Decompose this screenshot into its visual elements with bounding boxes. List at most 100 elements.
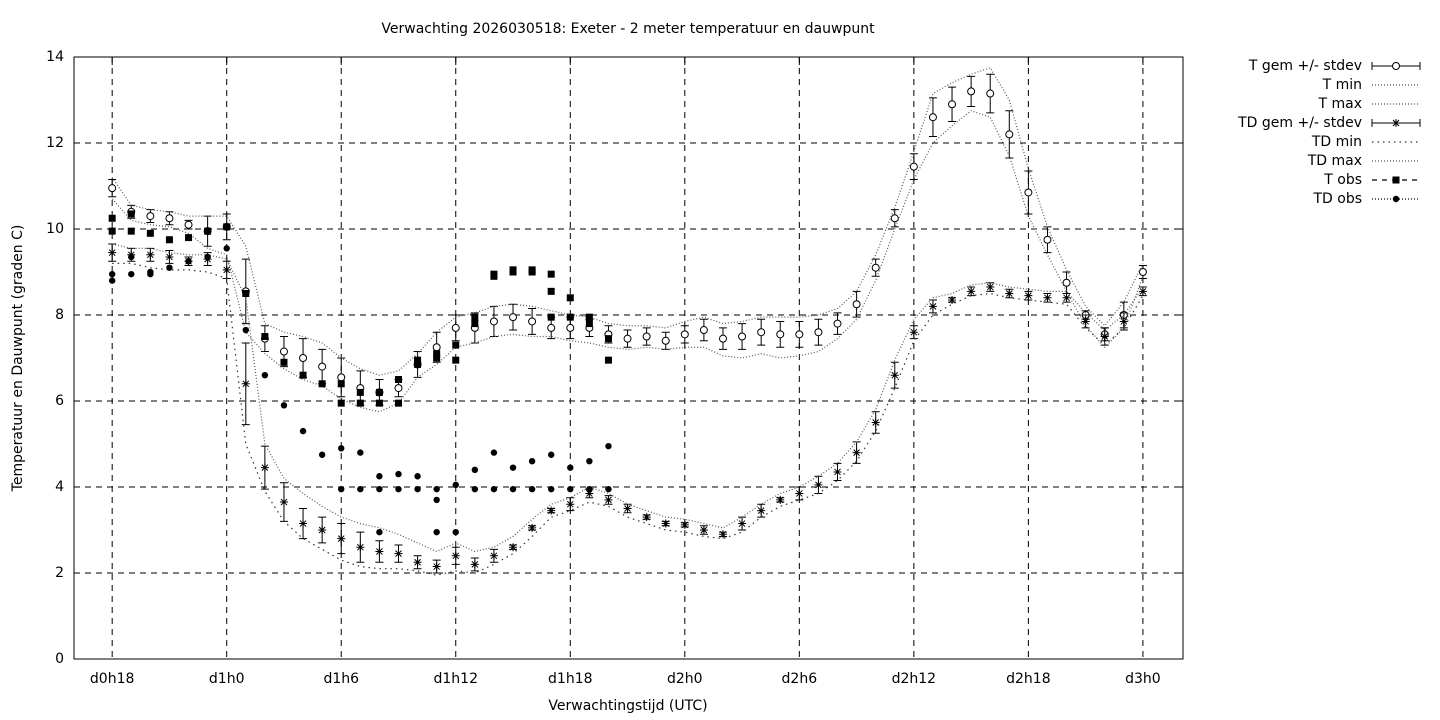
marker [222, 265, 231, 274]
marker [547, 323, 556, 332]
legend-label: TD max [1307, 153, 1362, 169]
marker [452, 528, 459, 536]
marker [432, 343, 441, 352]
marker [414, 473, 421, 480]
marker [318, 362, 327, 371]
marker [318, 380, 326, 388]
marker [718, 334, 727, 343]
marker [795, 330, 804, 339]
marker [528, 266, 536, 274]
marker [1100, 332, 1109, 341]
marker [375, 399, 383, 407]
marker [948, 100, 957, 109]
marker [489, 551, 498, 560]
marker [718, 530, 727, 539]
marker [566, 500, 575, 509]
marker [586, 485, 593, 493]
marker [184, 220, 193, 229]
marker [299, 371, 307, 379]
marker [146, 229, 154, 237]
marker [528, 523, 537, 532]
marker [776, 330, 785, 339]
marker [318, 526, 327, 534]
x-tick-label: d2h6 [782, 671, 818, 687]
marker [605, 485, 612, 493]
marker [661, 336, 670, 345]
y-tick-label: 8 [55, 307, 64, 323]
marker [165, 214, 174, 223]
marker [413, 558, 422, 567]
marker [1062, 278, 1071, 287]
marker [204, 227, 212, 235]
marker [279, 347, 288, 356]
marker [585, 313, 593, 321]
marker [871, 263, 880, 272]
marker [433, 350, 441, 358]
marker [699, 326, 708, 335]
marker [185, 234, 193, 242]
marker [471, 320, 479, 328]
marker [261, 372, 269, 379]
marker [337, 373, 346, 382]
marker [547, 485, 555, 493]
chart-title: Verwachting 2026030518: Exeter - 2 meter… [381, 21, 875, 37]
marker [852, 448, 861, 457]
x-tick-label: d3h0 [1125, 671, 1161, 687]
marker [414, 356, 422, 364]
marker [357, 485, 364, 493]
y-tick-label: 10 [46, 221, 64, 237]
x-axis-label: Verwachtingstijd (UTC) [548, 698, 707, 714]
x-tick-label: d1h6 [323, 671, 359, 687]
plot-frame [73, 56, 1184, 660]
marker [547, 270, 555, 278]
marker [356, 543, 365, 552]
marker [490, 449, 498, 456]
marker [433, 528, 440, 536]
marker [452, 341, 460, 349]
marker [471, 466, 479, 473]
y-tick-label: 12 [46, 135, 64, 151]
marker [395, 485, 402, 493]
marker [395, 470, 402, 478]
marker [986, 89, 995, 98]
marker [642, 513, 651, 522]
marker [661, 519, 670, 528]
marker [1119, 317, 1128, 326]
marker [451, 323, 460, 332]
marker [108, 214, 116, 222]
marker [375, 547, 384, 556]
marker [623, 504, 632, 513]
marker [280, 402, 288, 409]
x-tick-label: d2h0 [667, 671, 703, 687]
marker [738, 519, 747, 528]
marker [356, 388, 364, 396]
marker [414, 485, 421, 493]
marker [433, 485, 440, 493]
marker [357, 449, 364, 456]
y-tick-label: 6 [55, 393, 64, 409]
marker [547, 287, 555, 295]
marker [1043, 235, 1052, 244]
y-tick-label: 4 [55, 479, 64, 495]
marker [108, 248, 117, 257]
marker [680, 330, 689, 339]
marker [890, 214, 899, 223]
marker [967, 87, 976, 96]
marker [108, 227, 116, 235]
marker [452, 481, 459, 489]
marker [528, 317, 537, 326]
x-tick-label: d2h18 [1006, 671, 1050, 687]
range-line [112, 262, 1144, 576]
marker [547, 313, 555, 321]
marker [337, 534, 346, 543]
marker [604, 335, 612, 343]
marker [509, 464, 517, 471]
marker [108, 184, 117, 193]
marker [604, 495, 613, 504]
marker [376, 528, 383, 536]
marker [605, 442, 612, 450]
marker [833, 467, 842, 476]
marker [1138, 268, 1147, 276]
marker [376, 485, 383, 493]
marker [528, 485, 536, 493]
